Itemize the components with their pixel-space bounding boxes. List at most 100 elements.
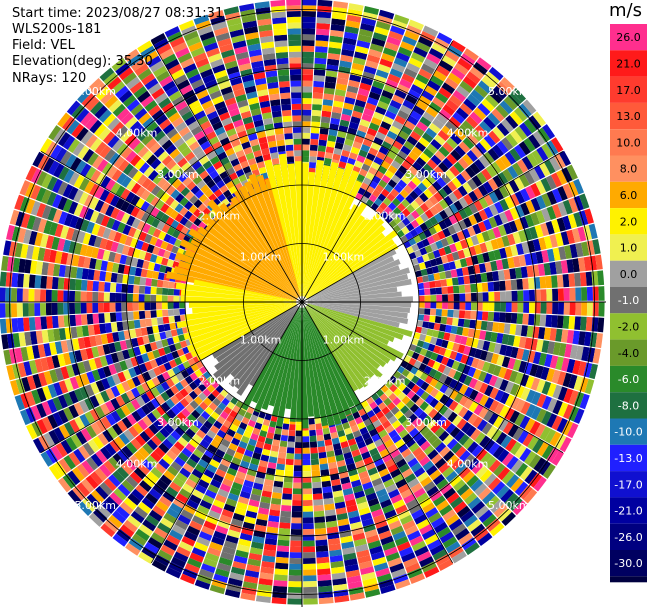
noise-gate [262,53,276,61]
noise-gate [584,378,595,395]
noise-gate [451,251,460,261]
noise-gate [104,443,117,456]
noise-gate [355,45,369,55]
colorbar-tick-label: 21.0 [616,58,641,71]
noise-gate [401,208,411,217]
noise-gate [131,376,141,387]
noise-gate [76,267,84,279]
noise-gate [345,569,361,578]
noise-gate [293,132,302,139]
colorbar-segment [610,497,647,524]
noise-gate [111,57,127,72]
noise-gate [577,257,586,272]
noise-gate [476,292,483,302]
noise-gate [316,562,330,570]
noise-gate [377,165,388,175]
noise-gate [497,507,512,522]
noise-gate [366,409,376,419]
noise-gate [385,483,398,494]
noise-gate [281,429,289,436]
noise-gate [106,261,114,272]
noise-gate [427,80,441,92]
noise-gate [416,276,424,284]
noise-gate [442,366,452,376]
colorbar-tick-label: -13.0 [614,452,642,465]
noise-gate [409,190,419,200]
noise-gate [377,193,387,202]
noise-gate [528,134,541,149]
noise-gate [557,402,569,417]
noise-gate [112,470,125,484]
noise-gate [117,263,125,274]
noise-gate [322,99,334,107]
noise-gate [429,490,443,502]
noise-gate [144,310,152,319]
noise-gate [20,243,29,259]
noise-gate [186,499,199,510]
noise-gate [166,409,177,420]
noise-gate [12,257,21,273]
noise-gate [478,209,489,221]
noise-gate [484,397,495,410]
noise-gate [412,161,423,172]
noise-gate [189,372,198,381]
noise-gate [302,517,314,524]
noise-gate [303,575,317,582]
noise-gate [360,476,371,485]
noise-gate [435,554,451,566]
noise-gate [436,177,447,188]
noise-gate [519,466,533,481]
noise-gate [179,206,189,217]
noise-gate [237,130,248,139]
noise-gate [426,328,434,337]
noise-gate [482,340,491,352]
noise-gate [566,259,574,273]
noise-gate [231,82,244,92]
noise-gate [549,355,559,369]
noise-gate [303,540,315,547]
noise-gate [525,185,536,200]
noise-gate [166,259,175,268]
noise-gate [269,509,281,517]
noise-gate [9,209,20,226]
noise-gate [449,475,462,487]
noise-gate [481,282,489,292]
noise-gate [210,504,223,515]
noise-gate [136,258,144,269]
noise-gate [562,215,572,231]
noise-gate [206,150,217,161]
noise-gate [501,452,514,467]
noise-gate [130,398,141,410]
noise-gate [552,247,561,261]
noise-gate [176,328,184,336]
noise-gate [287,592,302,599]
noise-gate [198,94,212,105]
noise-gate [496,140,509,154]
noise-gate [246,37,260,46]
noise-gate [203,397,213,407]
noise-gate [217,488,229,498]
noise-gate [203,145,214,156]
noise-gate [53,427,66,442]
noise-gate [458,406,469,418]
noise-gate [380,498,393,509]
noise-gate [413,467,426,478]
noise-gate [219,514,232,524]
noise-gate [382,47,397,58]
noise-gate [326,450,335,458]
noise-gate [149,142,161,154]
noise-gate [318,597,334,605]
noise-gate [328,461,338,469]
noise-gate [467,328,475,338]
noise-gate [99,189,110,202]
noise-gate [483,194,494,206]
noise-gate [439,209,449,220]
noise-gate [390,188,400,198]
velocity-ray-sector-5 [304,307,352,416]
noise-gate [82,360,92,373]
azimuth-spoke [301,40,453,303]
noise-gate [488,477,502,491]
noise-gate [327,52,341,61]
noise-gate [117,449,129,462]
noise-gate [289,69,302,76]
